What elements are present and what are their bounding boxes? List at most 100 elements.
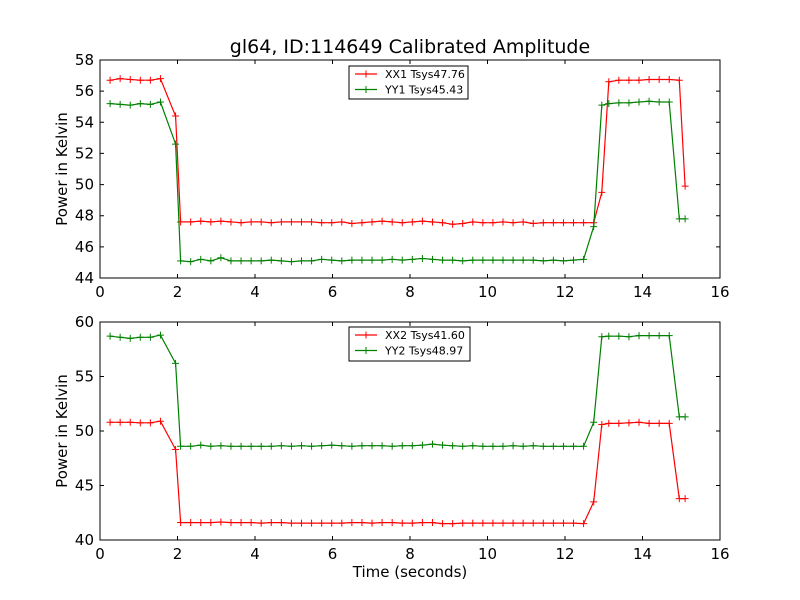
y-tick-label: 40 — [75, 531, 94, 549]
data-point — [645, 97, 653, 105]
data-point — [681, 413, 689, 421]
y-tick-label: 52 — [75, 144, 94, 162]
legend-box — [348, 326, 471, 362]
data-point — [146, 333, 154, 341]
y-tick-label: 46 — [75, 238, 94, 256]
chart-title: gl64, ID:114649 Calibrated Amplitude — [230, 36, 590, 58]
legend-label: XX1 Tsys47.76 — [385, 68, 465, 81]
x-tick-label: 10 — [478, 283, 497, 301]
data-point — [418, 255, 426, 263]
data-point — [529, 519, 537, 527]
x-tick-label: 4 — [250, 283, 260, 301]
data-point — [338, 257, 346, 265]
data-point — [287, 258, 295, 266]
data-point — [489, 519, 497, 527]
data-point — [116, 75, 124, 83]
data-point — [368, 442, 376, 450]
data-point — [509, 256, 517, 264]
data-point — [428, 218, 436, 226]
data-point — [590, 498, 598, 506]
data-point — [136, 419, 144, 427]
data-point — [439, 219, 447, 227]
data-point — [378, 256, 386, 264]
data-point — [126, 418, 134, 426]
data-point — [509, 442, 517, 450]
data-point — [570, 519, 578, 527]
data-point — [529, 220, 537, 227]
data-point — [549, 219, 557, 227]
data-point — [136, 100, 144, 108]
data-point — [439, 520, 447, 528]
data-point — [408, 519, 416, 527]
data-point — [156, 417, 164, 425]
data-point — [172, 140, 180, 148]
x-tick-label: 10 — [478, 545, 497, 563]
data-point — [580, 255, 588, 263]
data-point — [549, 256, 557, 264]
data-point — [227, 442, 235, 450]
data-point — [227, 218, 235, 226]
data-point — [217, 217, 225, 225]
data-point — [645, 75, 653, 83]
data-point — [146, 419, 154, 427]
data-point — [479, 219, 487, 227]
data-point — [277, 442, 285, 450]
data-point — [408, 218, 416, 226]
data-point — [449, 220, 457, 228]
data-point — [398, 219, 406, 227]
data-point — [570, 442, 578, 450]
x-tick-label: 12 — [555, 545, 574, 563]
data-point — [338, 218, 346, 226]
series-line-1-2 — [110, 100, 686, 263]
data-point — [146, 76, 154, 84]
data-point — [247, 218, 255, 226]
data-point — [197, 441, 205, 449]
data-point — [338, 442, 346, 450]
data-point — [172, 112, 180, 120]
data-point — [358, 442, 366, 450]
data-point — [328, 441, 336, 449]
data-point — [177, 519, 185, 527]
data-point — [549, 519, 557, 527]
legend-marker — [362, 347, 370, 354]
x-tick-label: 0 — [95, 545, 105, 563]
data-point — [559, 442, 567, 450]
data-point — [449, 256, 457, 264]
data-point — [298, 519, 305, 527]
data-point — [655, 332, 663, 340]
data-point — [257, 218, 265, 226]
data-point — [469, 442, 477, 450]
data-point — [247, 257, 255, 265]
data-point — [605, 332, 613, 340]
data-point — [570, 219, 578, 227]
x-tick-label: 0 — [95, 283, 105, 301]
legend-label: YY1 Tsys45.43 — [384, 84, 463, 97]
data-point — [681, 495, 689, 503]
data-point — [308, 257, 316, 265]
data-point — [675, 76, 683, 84]
data-point — [177, 257, 185, 265]
data-point — [177, 218, 185, 226]
data-point — [449, 442, 457, 450]
data-point — [499, 218, 507, 226]
data-point — [136, 333, 144, 341]
data-point — [388, 519, 396, 527]
data-point — [257, 442, 265, 450]
data-point — [605, 78, 613, 86]
data-point — [665, 332, 673, 340]
data-point — [439, 441, 447, 449]
data-point — [615, 76, 623, 84]
data-point — [308, 218, 316, 226]
data-point — [156, 98, 164, 106]
data-point — [116, 418, 124, 426]
data-point — [237, 257, 245, 265]
data-point — [378, 442, 386, 450]
data-point — [489, 442, 497, 450]
data-point — [106, 418, 114, 426]
data-point — [645, 332, 653, 340]
data-point — [519, 218, 527, 226]
data-point — [277, 257, 285, 265]
data-point — [106, 332, 114, 340]
data-point — [605, 100, 613, 108]
